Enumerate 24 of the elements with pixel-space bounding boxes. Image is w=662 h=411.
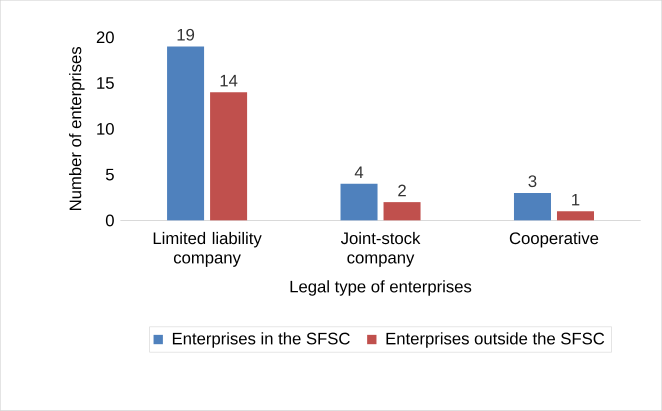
y-tick-label: 20 bbox=[96, 31, 114, 44]
bar bbox=[556, 211, 594, 221]
data-label: 14 bbox=[220, 75, 238, 86]
bar bbox=[210, 92, 248, 221]
y-tick-label: 15 bbox=[97, 77, 114, 89]
data-label: 19 bbox=[178, 28, 194, 41]
data-label: 4 bbox=[354, 166, 364, 178]
legend-label: Enterprises in the SFSC bbox=[172, 332, 350, 348]
x-tick-label: Limited liability company bbox=[154, 232, 262, 267]
x-axis-title: Legal type of enterprises bbox=[290, 280, 472, 296]
bar bbox=[167, 46, 204, 221]
data-label: 2 bbox=[398, 184, 406, 196]
bar bbox=[384, 202, 421, 221]
data-label: 3 bbox=[528, 175, 536, 188]
x-tick-label: Cooperative bbox=[510, 232, 598, 248]
legend-label: Enterprises outside the SFSC bbox=[386, 332, 604, 348]
y-tick-label: 10 bbox=[97, 123, 114, 135]
data-label: 1 bbox=[572, 194, 580, 206]
y-tick-label: 0 bbox=[106, 214, 114, 226]
bar bbox=[514, 193, 551, 221]
x-tick-label: Joint-stock company bbox=[340, 232, 420, 267]
y-axis-title: Number of enterprises bbox=[69, 47, 85, 210]
bar bbox=[340, 184, 378, 221]
y-tick-label: 5 bbox=[106, 168, 114, 181]
